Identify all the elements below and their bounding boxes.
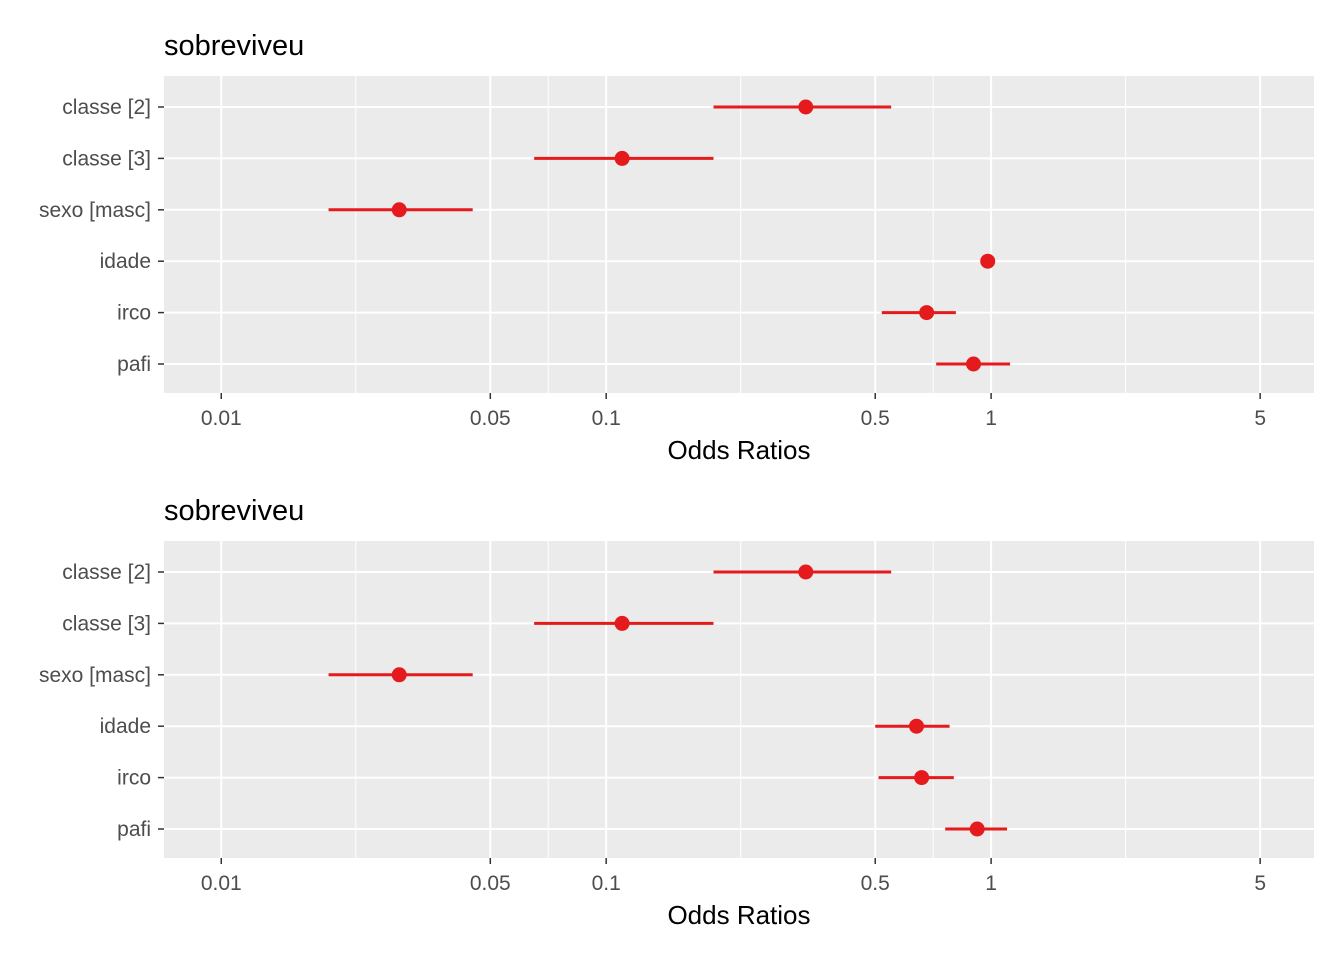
y-tick-label: classe [3]: [62, 147, 151, 170]
estimate-point: [391, 202, 407, 218]
estimate-point: [614, 150, 630, 166]
x-axis-title: Odds Ratios: [667, 900, 810, 930]
x-tick-label: 0.05: [470, 407, 511, 430]
panel-title: sobreviveu: [164, 30, 304, 62]
y-tick-label: pafi: [117, 818, 151, 841]
estimate-point: [614, 615, 630, 631]
estimate-point: [965, 356, 981, 372]
estimate-point: [908, 718, 924, 734]
x-tick-label: 0.05: [470, 872, 511, 895]
x-tick-label: 1: [985, 407, 997, 430]
estimate-point: [919, 305, 935, 321]
x-tick-label: 1: [985, 872, 997, 895]
y-tick-label: idade: [100, 715, 151, 738]
forest-panel-2: sobreviveu classe [2] classe [3] sexo [masc…: [39, 495, 1314, 930]
estimate-point: [969, 821, 985, 837]
forest-panel-1: sobreviveu classe [2] classe [3] sexo [masc…: [39, 30, 1314, 465]
estimate-point: [798, 99, 814, 115]
x-axis-title: Odds Ratios: [667, 435, 810, 465]
estimate-point: [391, 667, 407, 683]
estimate-point: [798, 564, 814, 580]
y-tick-label: sexo [masc]: [39, 199, 151, 222]
y-tick-label: pafi: [117, 353, 151, 376]
y-tick-label: classe [3]: [62, 612, 151, 635]
x-tick-label: 0.01: [201, 872, 242, 895]
y-tick-label: classe [2]: [62, 96, 151, 119]
x-tick-label: 0.1: [592, 872, 621, 895]
x-tick-label: 0.5: [861, 407, 890, 430]
panel-background: [164, 541, 1314, 858]
x-tick-label: 0.5: [861, 872, 890, 895]
y-tick-label: idade: [100, 250, 151, 273]
y-tick-label: sexo [masc]: [39, 664, 151, 687]
panel-background: [164, 76, 1314, 393]
y-tick-label: classe [2]: [62, 561, 151, 584]
x-tick-label: 0.01: [201, 407, 242, 430]
x-tick-label: 5: [1254, 872, 1266, 895]
panel-title: sobreviveu: [164, 495, 304, 527]
estimate-point: [980, 253, 996, 269]
y-tick-label: irco: [117, 302, 151, 325]
estimate-point: [914, 770, 930, 786]
x-tick-label: 0.1: [592, 407, 621, 430]
x-tick-label: 5: [1254, 407, 1266, 430]
y-tick-label: irco: [117, 767, 151, 790]
